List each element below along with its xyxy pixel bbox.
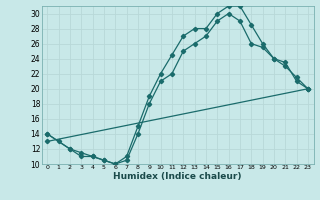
X-axis label: Humidex (Indice chaleur): Humidex (Indice chaleur) xyxy=(113,172,242,181)
